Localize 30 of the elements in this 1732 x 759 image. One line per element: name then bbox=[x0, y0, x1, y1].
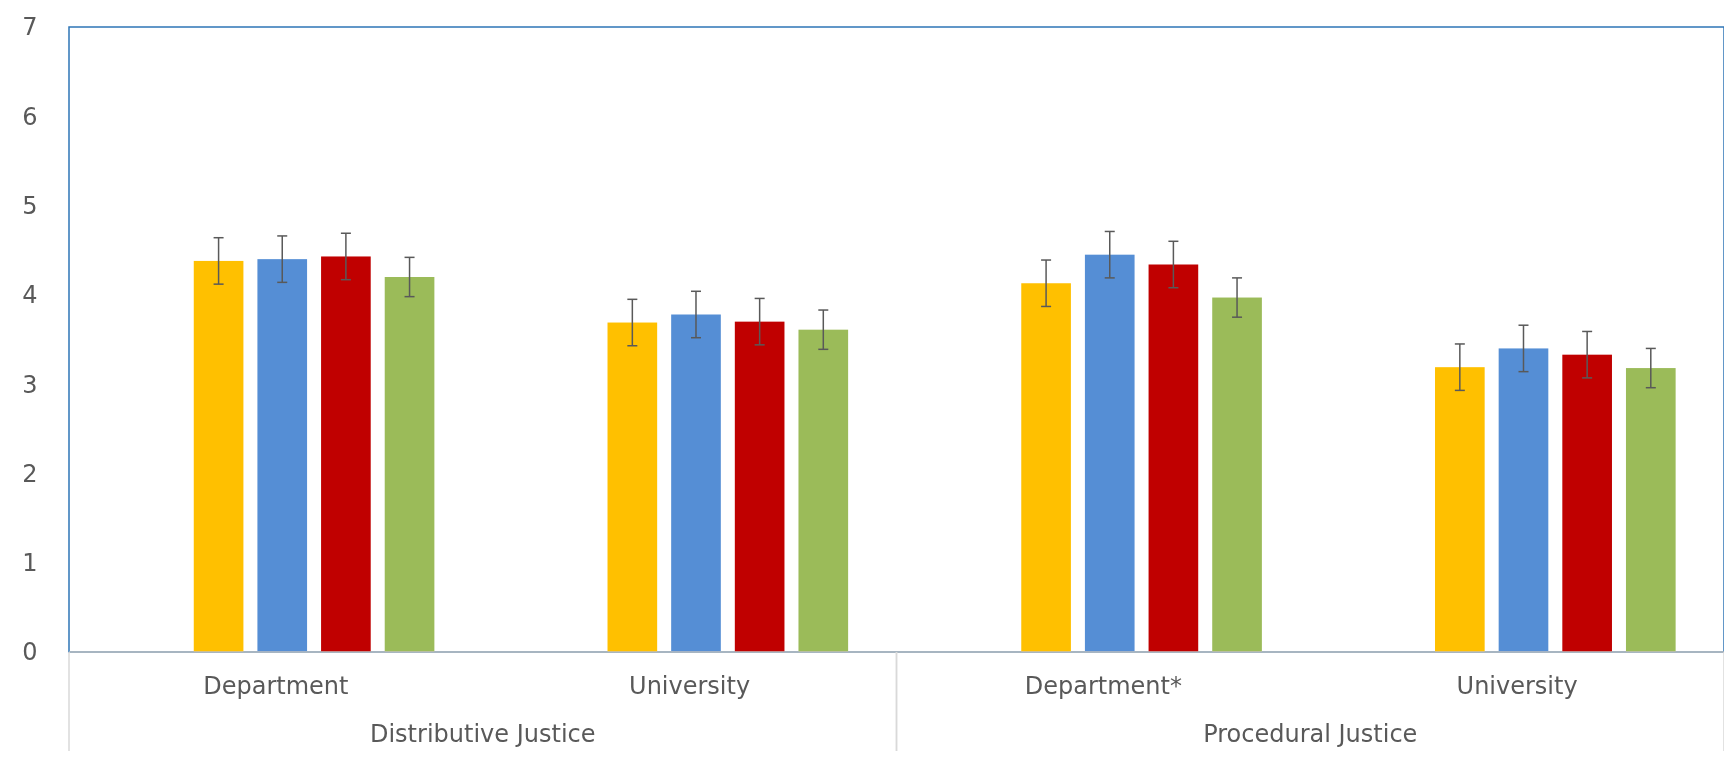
bar bbox=[671, 314, 721, 652]
x-tick-label: University bbox=[629, 672, 751, 700]
bar bbox=[384, 277, 435, 652]
bar bbox=[321, 256, 371, 652]
y-tick-label: 5 bbox=[22, 191, 38, 220]
bar bbox=[1021, 283, 1071, 652]
bar bbox=[1212, 297, 1262, 652]
bar bbox=[1562, 354, 1612, 652]
bar bbox=[257, 259, 308, 652]
y-tick-label: 4 bbox=[22, 281, 38, 310]
y-tick-label: 7 bbox=[22, 13, 38, 42]
y-tick-label: 3 bbox=[22, 370, 38, 399]
bar bbox=[1435, 367, 1485, 652]
bar bbox=[1148, 264, 1199, 652]
y-tick-label: 0 bbox=[22, 638, 38, 667]
y-tick-label: 2 bbox=[22, 459, 38, 488]
y-tick-label: 6 bbox=[22, 102, 38, 131]
bar bbox=[193, 260, 244, 652]
text: Procedural Justice bbox=[1203, 720, 1418, 748]
bar bbox=[1498, 348, 1549, 652]
bar bbox=[1625, 368, 1676, 652]
x-tick-label: Department bbox=[203, 672, 349, 700]
bar bbox=[798, 329, 849, 652]
bar bbox=[1084, 254, 1135, 652]
text: Distributive Justice bbox=[369, 720, 596, 748]
bar bbox=[607, 322, 658, 652]
x-tick-label: Department* bbox=[1024, 672, 1182, 700]
x-tick-label: University bbox=[1456, 672, 1578, 700]
bar bbox=[734, 321, 785, 652]
y-tick-label: 1 bbox=[22, 549, 38, 578]
